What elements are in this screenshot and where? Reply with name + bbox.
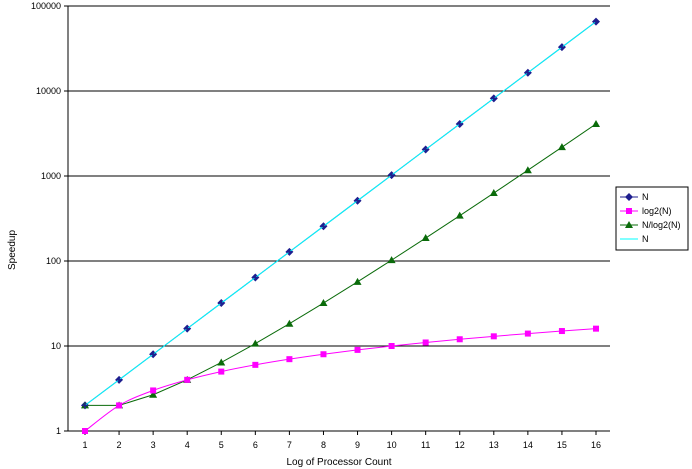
series-group — [81, 17, 600, 434]
data-point — [422, 339, 429, 346]
data-point — [524, 69, 531, 76]
data-point — [490, 333, 497, 340]
series-line — [84, 328, 597, 432]
data-point — [252, 274, 259, 281]
data-point — [320, 223, 327, 230]
legend-marker — [626, 208, 632, 214]
x-tick-label: 12 — [455, 440, 465, 450]
x-tick-label: 9 — [355, 440, 360, 450]
x-tick-label: 5 — [219, 440, 224, 450]
axes — [67, 6, 610, 432]
x-tick-label: 4 — [185, 440, 190, 450]
data-point — [558, 44, 565, 51]
data-point — [593, 325, 599, 332]
data-point — [150, 387, 157, 394]
data-point — [320, 351, 327, 358]
data-point — [490, 95, 497, 102]
x-tick-label: 14 — [523, 440, 533, 450]
data-point — [184, 376, 191, 383]
data-point — [558, 328, 565, 335]
y-tick-label: 1000 — [41, 171, 61, 181]
y-axis-title: Speedup — [7, 230, 18, 270]
data-point — [116, 376, 123, 383]
data-point — [388, 172, 395, 179]
legend-marker — [625, 193, 633, 201]
x-tick-label: 13 — [489, 440, 499, 450]
data-point — [149, 390, 158, 398]
legend-label: N/log2(N) — [642, 220, 681, 230]
data-point — [116, 402, 123, 409]
data-point — [252, 361, 259, 368]
data-point — [82, 402, 88, 409]
legend-label: N — [642, 192, 649, 202]
series-line — [85, 123, 597, 406]
legend-marker — [625, 221, 633, 228]
y-tick-labels: 1 10 100 1000 10000 100000 — [31, 1, 68, 436]
x-tick-label: 1 — [82, 440, 87, 450]
data-point — [524, 330, 531, 337]
data-point — [354, 197, 361, 204]
data-point — [523, 166, 532, 174]
data-point — [592, 119, 600, 127]
legend-label: log2(N) — [642, 206, 672, 216]
y-tick-label: 100 — [46, 256, 61, 266]
data-point — [422, 146, 429, 153]
series-line — [84, 21, 597, 406]
x-tick-label: 15 — [557, 440, 567, 450]
data-point — [251, 339, 260, 347]
y-tick-label: 100000 — [31, 1, 61, 11]
data-point — [387, 256, 396, 264]
data-point — [218, 368, 225, 375]
data-point — [286, 356, 293, 363]
data-point — [388, 343, 395, 349]
data-point — [593, 18, 599, 25]
data-point — [557, 143, 566, 151]
data-point — [354, 346, 361, 353]
x-tick-label: 7 — [287, 440, 292, 450]
x-tick-label: 2 — [117, 440, 122, 450]
data-point — [421, 234, 430, 242]
y-tick-label: 10000 — [36, 86, 61, 96]
x-tick-label: 10 — [387, 440, 397, 450]
x-tick-label: 8 — [321, 440, 326, 450]
data-point — [456, 336, 463, 343]
x-tick-label: 6 — [253, 440, 258, 450]
series-1 — [82, 325, 599, 434]
y-tick-label: 10 — [51, 341, 61, 351]
data-point — [217, 358, 226, 366]
gridlines — [68, 5, 610, 347]
series-2 — [81, 119, 600, 409]
data-point — [150, 351, 157, 358]
data-point — [218, 300, 225, 307]
x-tick-label: 11 — [421, 440, 430, 450]
data-point — [456, 120, 463, 127]
data-point — [353, 277, 362, 285]
data-point — [489, 189, 498, 197]
y-tick-label: 1 — [56, 426, 61, 436]
data-point — [286, 248, 293, 255]
x-axis-title: Log of Processor Count — [286, 457, 391, 468]
legend-label: N — [642, 234, 649, 244]
x-tick-label: 16 — [591, 440, 601, 450]
data-point — [82, 428, 88, 434]
data-point — [455, 211, 464, 219]
data-point — [184, 325, 191, 332]
series-3 — [82, 18, 599, 409]
x-tick-label: 3 — [151, 440, 156, 450]
data-point — [319, 299, 328, 307]
data-point — [285, 319, 294, 327]
x-tick-labels: 1 2 3 4 5 6 7 8 9 10 11 12 13 14 15 16 — [82, 431, 601, 450]
